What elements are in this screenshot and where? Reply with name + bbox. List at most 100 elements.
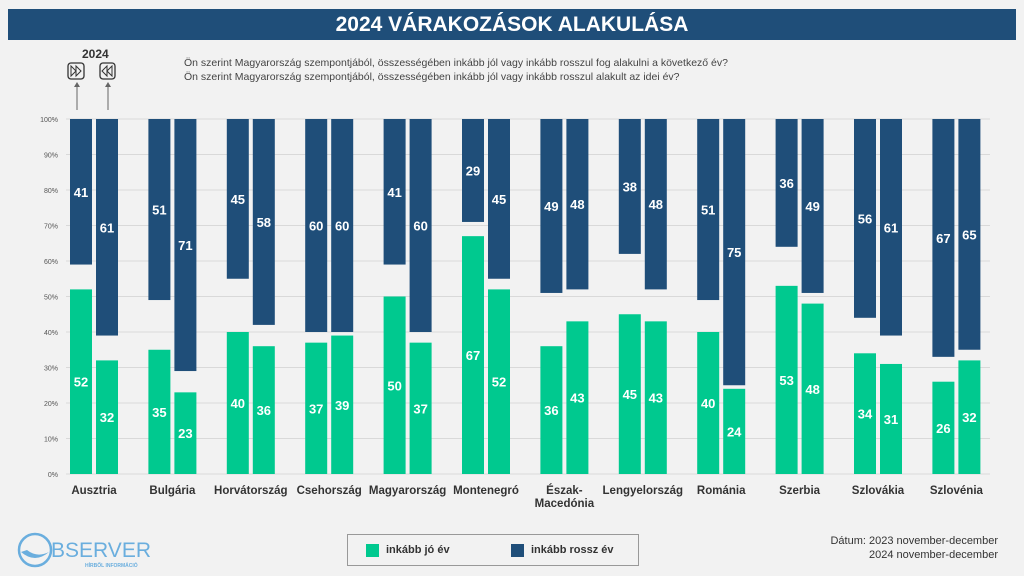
data-label-good: 34 — [858, 407, 873, 422]
category-label: Horvátország — [214, 485, 288, 497]
bar-good — [540, 346, 563, 474]
data-label-bad: 45 — [492, 192, 506, 207]
data-label-bad: 61 — [100, 220, 114, 235]
bar-good — [70, 289, 92, 474]
data-label-good: 45 — [623, 387, 637, 402]
bar-good — [331, 335, 354, 474]
bar-good — [148, 349, 171, 474]
bar-good — [854, 353, 876, 474]
y-tick-label: 30% — [44, 366, 58, 373]
y-tick-label: 10% — [44, 437, 58, 444]
bar-bad — [697, 119, 720, 301]
data-label-bad: 60 — [413, 219, 427, 234]
category-label: Szlovákia — [852, 485, 905, 497]
data-label-bad: 60 — [335, 219, 349, 234]
bar-good — [618, 314, 641, 474]
category-label: Lengyelország — [603, 485, 684, 497]
legend-good: inkább jó év — [386, 544, 450, 556]
question-this-year: Ön szerint Magyarország szempontjából, ö… — [184, 71, 680, 83]
bar-bad — [644, 119, 667, 290]
bar-bad — [174, 119, 197, 372]
data-label-bad: 49 — [805, 199, 819, 214]
legend: inkább jó év inkább rossz év — [347, 534, 639, 566]
data-label-good: 32 — [962, 410, 976, 425]
bar-good — [697, 332, 720, 474]
category-label: Románia — [697, 485, 746, 497]
bar-good — [958, 360, 981, 474]
legend-bad: inkább rossz év — [531, 544, 614, 556]
bar-bad — [618, 119, 641, 254]
bar-bad — [70, 119, 92, 265]
data-label-bad: 75 — [727, 245, 741, 260]
bar-good — [880, 363, 902, 474]
bar-bad — [932, 119, 955, 357]
svg-text:HÍRBŐL INFORMÁCIÓ: HÍRBŐL INFORMÁCIÓ — [85, 561, 138, 569]
bar-bad — [305, 119, 328, 332]
bar-good — [305, 342, 328, 474]
page-title: 2024 VÁRAKOZÁSOK ALAKULÁSA — [8, 9, 1016, 40]
category-label: Csehország — [297, 485, 362, 497]
data-label-bad: 65 — [962, 227, 976, 242]
svg-text:BSERVER: BSERVER — [51, 539, 151, 562]
data-label-good: 40 — [701, 396, 715, 411]
y-tick-label: 60% — [44, 259, 58, 266]
category-label: Szlovénia — [930, 485, 984, 497]
data-label-good: 24 — [727, 424, 742, 439]
data-label-bad: 49 — [544, 199, 558, 214]
category-label: Macedónia — [535, 498, 595, 510]
bar-bad — [148, 119, 171, 301]
data-label-good: 36 — [544, 403, 558, 418]
y-tick-label: 80% — [44, 188, 58, 195]
bar-bad — [96, 119, 118, 336]
bar-bad — [462, 119, 484, 222]
data-label-good: 53 — [779, 373, 793, 388]
data-label-good: 67 — [466, 348, 480, 363]
observer-logo: BSERVER HÍRBŐL INFORMÁCIÓ — [17, 532, 151, 569]
data-label-good: 39 — [335, 398, 349, 413]
legend-swatch-good — [366, 544, 379, 557]
data-label-bad: 29 — [466, 163, 480, 178]
category-label: Bulgária — [149, 485, 196, 497]
data-label-bad: 41 — [74, 185, 88, 200]
date-info: Dátum: 2023 november-december 2024 novem… — [830, 534, 998, 562]
bar-bad — [854, 119, 876, 318]
bar-good — [932, 381, 955, 474]
bar-bad — [331, 119, 354, 332]
bar-good — [566, 321, 589, 474]
data-label-bad: 67 — [936, 231, 950, 246]
question-next-year: Ön szerint Magyarország szempontjából, ö… — [184, 57, 728, 69]
data-label-bad: 36 — [779, 176, 793, 191]
bar-good — [252, 346, 275, 474]
data-label-bad: 58 — [257, 215, 271, 230]
bar-good — [409, 342, 432, 474]
data-label-good: 35 — [152, 405, 166, 420]
bar-good — [801, 303, 824, 474]
bar-good — [226, 332, 249, 474]
data-label-good: 37 — [309, 401, 323, 416]
data-label-good: 23 — [178, 426, 192, 441]
bar-bad — [723, 119, 746, 386]
data-label-good: 36 — [257, 403, 271, 418]
fast-forward-icon — [67, 62, 85, 110]
data-label-good: 52 — [74, 375, 88, 390]
data-label-bad: 45 — [231, 192, 245, 207]
bar-good — [174, 392, 197, 474]
bar-good — [383, 296, 406, 474]
data-label-good: 52 — [492, 375, 506, 390]
y-tick-label: 20% — [44, 401, 58, 408]
date-line-2: 2024 november-december — [868, 549, 998, 561]
legend-swatch-bad — [511, 544, 524, 557]
bar-bad — [566, 119, 589, 290]
data-label-bad: 51 — [152, 203, 166, 218]
bar-bad — [226, 119, 249, 279]
data-label-good: 31 — [884, 412, 898, 427]
bar-good — [723, 388, 746, 474]
bar-bad — [540, 119, 563, 293]
bar-bad — [958, 119, 981, 350]
data-label-good: 32 — [100, 410, 114, 425]
data-label-good: 37 — [413, 401, 427, 416]
y-tick-label: 50% — [44, 295, 58, 302]
y-tick-label: 100% — [40, 117, 58, 124]
category-label: Szerbia — [779, 485, 821, 497]
